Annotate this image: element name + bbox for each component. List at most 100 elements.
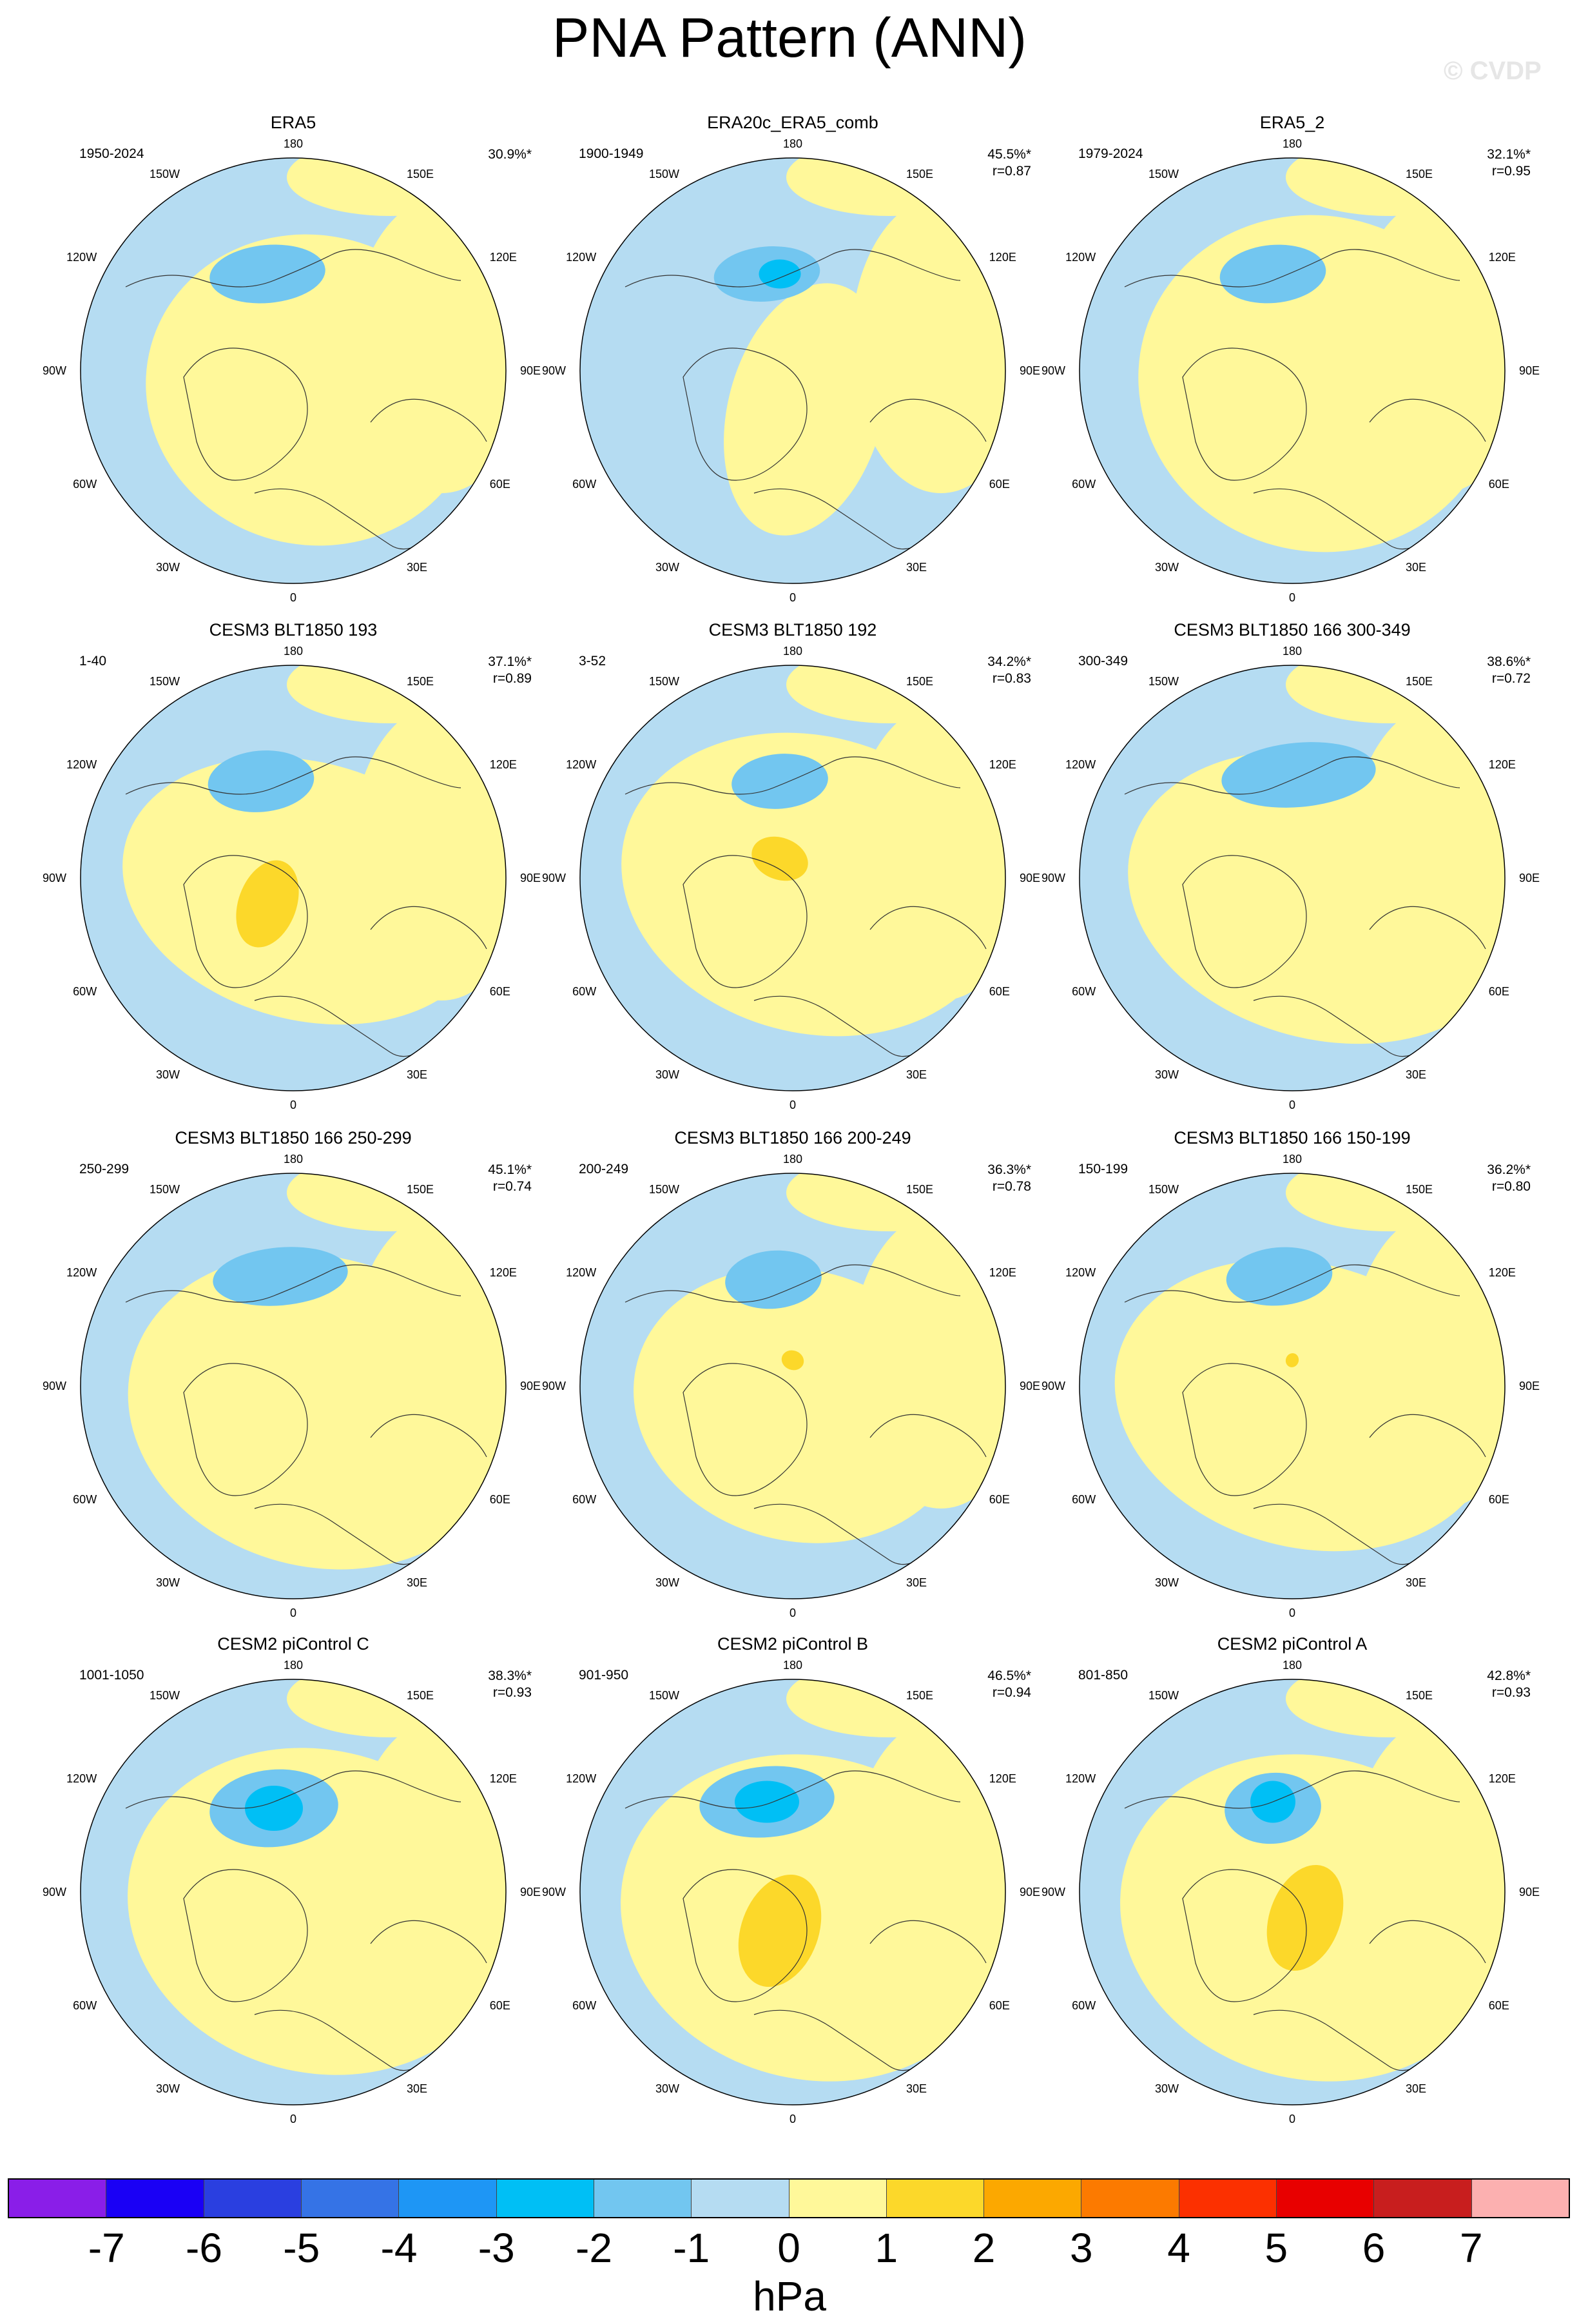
panel-period: 1001-1050 — [79, 1668, 144, 1683]
colorbar-tick-label: -4 — [380, 2225, 418, 2271]
explained-variance: 34.2%* — [987, 654, 1031, 669]
longitude-label: 150W — [649, 675, 679, 688]
pacific-low-core — [245, 1786, 303, 1831]
longitude-label: 90W — [43, 1886, 66, 1899]
colorbar-tick-label: -3 — [478, 2225, 515, 2271]
colorbar-swatch — [496, 2180, 594, 2217]
pacific-low-anomaly — [731, 754, 828, 809]
longitude-label: 150W — [1148, 1689, 1179, 1702]
longitude-label: 60E — [490, 985, 510, 998]
longitude-label: 120E — [989, 251, 1016, 264]
colorbar-tick-label: 0 — [777, 2225, 800, 2271]
colorbar-tick-label: 6 — [1362, 2225, 1386, 2271]
high-anomaly-core — [781, 1350, 804, 1371]
longitude-label: 60W — [1072, 1999, 1096, 2012]
polar-map: 180 150E 120E 90E 60E 30E 0 30W 60W 90W 120W 150W — [542, 1153, 1040, 1619]
panel-title: CESM3 BLT1850 166 250-299 — [175, 1128, 412, 1147]
longitude-label: 90W — [542, 1886, 566, 1899]
positive-anomaly-region-north — [287, 158, 493, 216]
map-panel: 180 150E 120E 90E 60E 30E 0 30W 60W 90W 120W 150W ER… — [35, 113, 551, 616]
colorbar-units: hPa — [753, 2273, 826, 2319]
explained-variance: 36.2%* — [1487, 1162, 1531, 1177]
longitude-label: 120E — [490, 1772, 517, 1785]
positive-anomaly-region — [724, 283, 887, 536]
colorbar-tick-label: 2 — [972, 2225, 996, 2271]
longitude-label: 60W — [572, 1999, 596, 2012]
longitude-label: 30E — [407, 1068, 427, 1081]
longitude-label: 150E — [906, 1183, 933, 1196]
colorbar-swatch — [886, 2180, 985, 2217]
longitude-label: 120W — [1065, 251, 1096, 264]
pacific-low-anomaly — [1219, 244, 1326, 304]
explained-variance: 32.1%* — [1487, 147, 1531, 162]
longitude-label: 120W — [66, 251, 97, 264]
longitude-label: 120W — [1065, 758, 1096, 771]
longitude-label: 30E — [1406, 561, 1426, 574]
pacific-low-anomaly — [725, 1250, 822, 1309]
explained-variance: 37.1%* — [488, 654, 532, 669]
map-border — [1079, 665, 1506, 1091]
longitude-label: 150E — [407, 1689, 434, 1702]
anomaly-field — [580, 1679, 1005, 2105]
longitude-label: 60E — [989, 1493, 1010, 1506]
longitude-label: 30W — [1155, 1068, 1179, 1081]
colorbar-swatch — [1179, 2180, 1277, 2217]
anomaly-field — [580, 1173, 1005, 1599]
longitude-label: 120E — [490, 251, 517, 264]
map-panel: 180 150E 120E 90E 60E 30E 0 30W 60W 90W 120W 150W CE… — [1034, 620, 1550, 1123]
longitude-label: 0 — [290, 591, 296, 604]
longitude-label: 90E — [1519, 872, 1540, 884]
longitude-label: 60E — [989, 985, 1010, 998]
longitude-label: 150W — [150, 1689, 180, 1702]
colorbar — [8, 2178, 1570, 2218]
high-anomaly-core — [1285, 1353, 1299, 1367]
colorbar-swatch — [399, 2180, 497, 2217]
map-border — [1079, 1679, 1506, 2105]
anomaly-field — [580, 665, 1005, 1091]
panel-title: ERA5 — [270, 113, 316, 132]
positive-anomaly-region-north — [287, 665, 493, 723]
colorbar-tick-label: 3 — [1069, 2225, 1093, 2271]
coastlines — [125, 1770, 487, 2071]
longitude-label: 60W — [572, 985, 596, 998]
panel-period: 801-850 — [1078, 1668, 1129, 1683]
longitude-label: 30E — [1406, 2082, 1426, 2095]
polar-map: 180 150E 120E 90E 60E 30E 0 30W 60W 90W 120W 150W — [43, 1659, 541, 2125]
map-panel: 180 150E 120E 90E 60E 30E 0 30W 60W 90W 120W 150W CE… — [1034, 1128, 1550, 1631]
panel-stats: 36.3%* r=0.78 — [987, 1162, 1031, 1195]
positive-anomaly-region-north — [1286, 158, 1492, 216]
longitude-label: 0 — [790, 1099, 796, 1111]
pattern-correlation: r=0.93 — [1491, 1685, 1531, 1700]
longitude-label: 180 — [783, 1659, 802, 1672]
panel-period: 300-349 — [1078, 654, 1129, 669]
anomaly-field — [1080, 665, 1505, 1091]
longitude-label: 90E — [1020, 1886, 1040, 1899]
panel-title: CESM2 piControl C — [217, 1634, 369, 1654]
panel-period: 250-299 — [79, 1162, 130, 1177]
longitude-label: 0 — [290, 1099, 296, 1111]
map-border — [1079, 157, 1506, 584]
coastlines — [625, 1264, 987, 1565]
longitude-label: 30W — [655, 1576, 679, 1589]
longitude-label: 30W — [1155, 561, 1179, 574]
positive-anomaly-region-north — [786, 1679, 993, 1737]
panel-title: CESM3 BLT1850 166 150-199 — [1174, 1128, 1411, 1147]
panel-stats: 32.1%* r=0.95 — [1487, 146, 1531, 180]
panel-stats: 38.6%* r=0.72 — [1487, 654, 1531, 687]
positive-anomaly-region-north — [1286, 1173, 1492, 1231]
panel-title: ERA20c_ERA5_comb — [707, 113, 878, 132]
colorbar-swatch — [204, 2180, 302, 2217]
longitude-label: 60E — [1489, 1493, 1509, 1506]
longitude-label: 120W — [1065, 1266, 1096, 1279]
longitude-label: 90W — [43, 364, 66, 377]
longitude-label: 150E — [1406, 1689, 1433, 1702]
colorbar-tick-label: -6 — [186, 2225, 222, 2271]
colorbar-swatch — [984, 2180, 1082, 2217]
coastlines — [625, 249, 987, 550]
panel-title: CESM3 BLT1850 193 — [209, 620, 378, 640]
anomaly-field — [1080, 1679, 1505, 2105]
longitude-label: 60W — [73, 985, 97, 998]
longitude-label: 90E — [520, 1380, 541, 1392]
pattern-correlation: r=0.87 — [992, 164, 1031, 179]
longitude-label: 90W — [43, 1380, 66, 1392]
